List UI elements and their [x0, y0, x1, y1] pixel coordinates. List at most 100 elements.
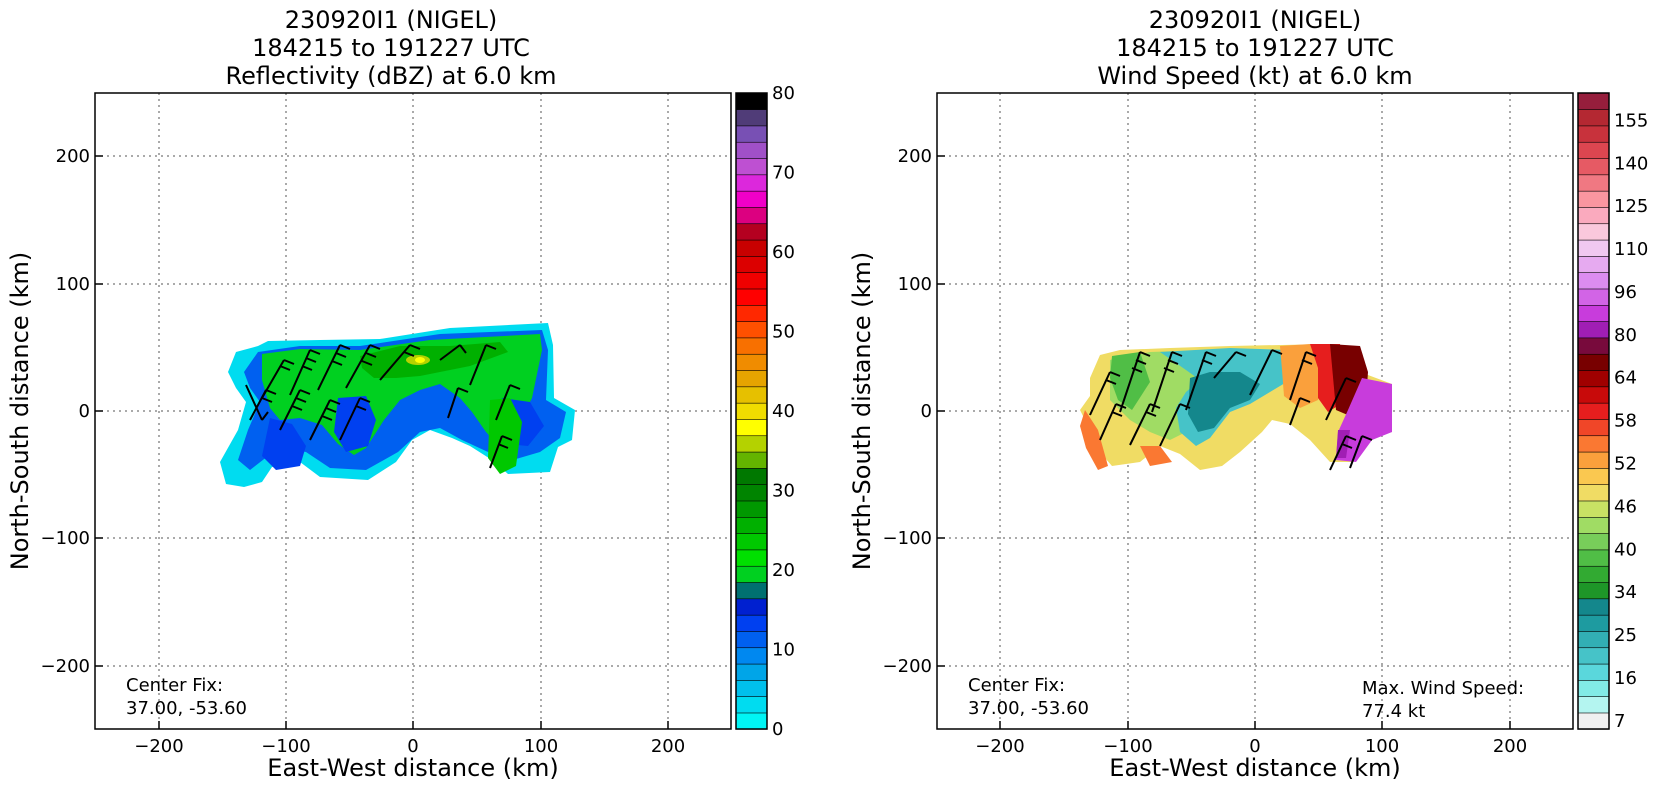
colorbar-tick-label: 80 — [772, 83, 795, 104]
colorbar-bin — [1577, 206, 1610, 225]
colorbar-bin — [735, 402, 768, 420]
colorbar-bin — [1577, 484, 1610, 502]
colorbar-tick-label: 96 — [1614, 282, 1637, 303]
colorbar-bin — [1577, 125, 1610, 143]
x-tick-label: −200 — [975, 736, 1024, 757]
reflectivity-field — [220, 323, 575, 487]
colorbar-tick-label: 25 — [1614, 625, 1637, 646]
wind-dark-teal-core — [1188, 372, 1260, 432]
colorbar-bin — [735, 516, 768, 534]
x-tick-label: 200 — [1493, 736, 1527, 757]
y-tick-label: 0 — [921, 401, 932, 422]
colorbar-bin — [1577, 157, 1610, 176]
colorbar-bin — [1577, 598, 1610, 616]
colorbar-bin — [735, 630, 768, 649]
wind-barb — [1329, 435, 1357, 471]
colorbar-bin — [735, 484, 768, 502]
wind-barb — [339, 397, 371, 441]
colorbar-tick-label: 110 — [1614, 239, 1648, 260]
colorbar-bin — [735, 614, 768, 632]
wind-barb — [317, 344, 351, 391]
wind-colorbar: 7 16 25 34 40 46 52 58 64 80 96 110 125 140 155 — [1577, 92, 1648, 732]
reflectivity-title-line-2: 184215 to 191227 UTC — [252, 34, 530, 62]
colorbar-bin — [735, 125, 768, 143]
wind-barb — [1349, 435, 1373, 469]
colorbar-bin — [1577, 679, 1610, 697]
colorbar-tick-label: 34 — [1614, 582, 1637, 603]
colorbar-bin — [1577, 451, 1610, 469]
colorbar-tick-label: 70 — [772, 163, 795, 184]
colorbar-bin — [735, 190, 768, 208]
colorbar-bin — [1577, 321, 1610, 339]
colorbar-tick-label: 155 — [1614, 110, 1648, 131]
colorbar-bin — [1577, 614, 1610, 632]
colorbar-bin — [735, 353, 768, 371]
colorbar-bin — [735, 141, 768, 159]
colorbar-bin — [735, 696, 768, 714]
colorbar-bin — [735, 663, 768, 681]
wind-barb — [1151, 351, 1183, 413]
wind-barb — [249, 389, 277, 421]
colorbar-bin — [1577, 533, 1610, 551]
colorbar-tick-label: 16 — [1614, 668, 1637, 689]
colorbar-bin — [735, 174, 768, 192]
colorbar-tick-label: 46 — [1614, 496, 1637, 517]
colorbar-bin — [735, 451, 768, 469]
x-tick-label: −200 — [134, 736, 183, 757]
colorbar-tick-label: 30 — [772, 481, 795, 502]
colorbar-bin — [735, 712, 768, 730]
y-tick-label: 0 — [79, 401, 90, 422]
reflectivity-wind-barbs — [245, 344, 521, 469]
x-tick-label: −100 — [1103, 736, 1152, 757]
colorbar-bin — [1577, 337, 1610, 355]
reflectivity-ticks — [95, 155, 669, 729]
wind-barb — [495, 384, 521, 421]
colorbar-bin — [735, 321, 768, 339]
colorbar-tick-label: 52 — [1614, 454, 1637, 475]
x-tick-label: −100 — [261, 736, 310, 757]
y-tick-label: 100 — [56, 274, 90, 295]
x-tick-label: 100 — [1365, 736, 1399, 757]
wind-barb — [1185, 351, 1217, 411]
wind-barb — [1089, 371, 1121, 416]
colorbar-bin — [735, 581, 768, 600]
wind-barb — [1159, 403, 1191, 447]
wind-ticks — [937, 155, 1511, 729]
colorbar-tick-label: 60 — [772, 242, 795, 263]
colorbar-bin — [1577, 92, 1610, 110]
colorbar-tick-label: 10 — [772, 640, 795, 661]
colorbar-bin — [735, 272, 768, 290]
colorbar-bin — [735, 386, 768, 404]
reflectivity-panel: 230920I1 (NIGEL) 184215 to 191227 UTC Re… — [6, 6, 795, 782]
y-tick-label: 200 — [898, 146, 932, 167]
wind-y-axis-label: North-South distance (km) — [848, 252, 876, 571]
colorbar-bin — [735, 369, 768, 388]
colorbar-tick-label: 58 — [1614, 411, 1637, 432]
colorbar-bin — [1577, 435, 1610, 453]
wind-field — [1080, 344, 1392, 470]
wind-wind-barbs — [1089, 349, 1373, 471]
x-tick-label: 100 — [524, 736, 558, 757]
colorbar-bin — [1577, 272, 1610, 290]
wind-title-line-3: Wind Speed (kt) at 6.0 km — [1097, 62, 1412, 90]
x-tick-label: 0 — [407, 736, 418, 757]
colorbar-bin — [1577, 467, 1610, 485]
wind-x-axis-label: East-West distance (km) — [1109, 754, 1400, 782]
wind-barb — [1119, 351, 1151, 413]
colorbar-bin — [1577, 109, 1610, 127]
colorbar-bin — [1577, 712, 1610, 730]
colorbar-bin — [1577, 174, 1610, 192]
wind-barb — [439, 344, 467, 361]
colorbar-bin — [1577, 386, 1610, 404]
wind-barb — [279, 389, 311, 431]
wind-title-line-1: 230920I1 (NIGEL) — [1149, 6, 1361, 34]
wind-colorbar-frame — [1577, 92, 1610, 730]
reflectivity-y-axis-label: North-South distance (km) — [6, 252, 34, 571]
reflectivity-title-line-3: Reflectivity (dBZ) at 6.0 km — [226, 62, 557, 90]
colorbar-tick-label: 140 — [1614, 153, 1648, 174]
colorbar-bin — [735, 533, 768, 551]
wind-barb — [345, 344, 381, 389]
colorbar-bin — [1577, 630, 1610, 649]
wind-title-line-2: 184215 to 191227 UTC — [1116, 34, 1394, 62]
